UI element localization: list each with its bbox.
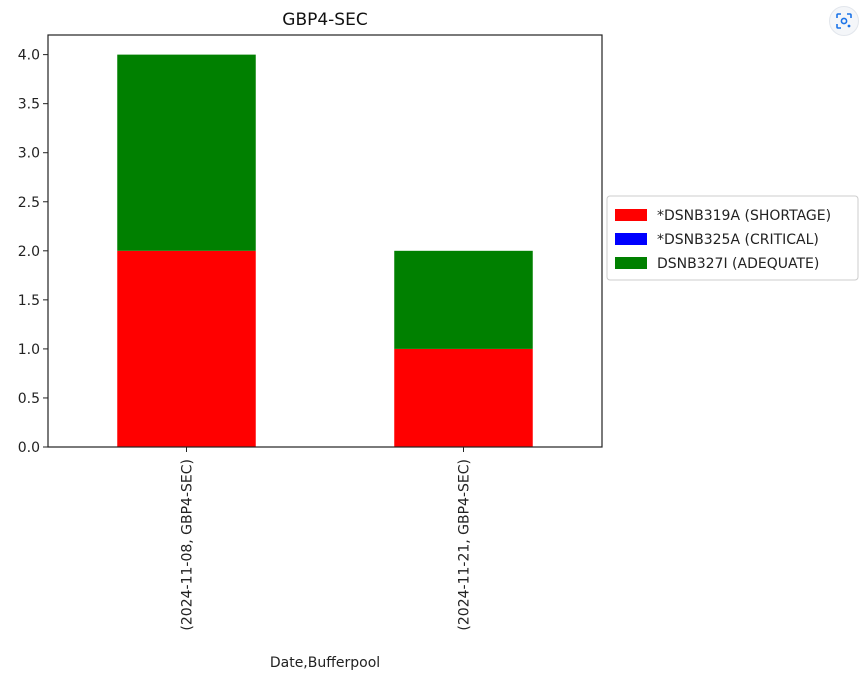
legend: *DSNB319A (SHORTAGE) *DSNB325A (CRITICAL)… (606, 195, 859, 281)
x-tick-label: (2024-11-21, GBP4-SEC) (457, 459, 473, 631)
y-tick-label: 1.0 (18, 342, 40, 358)
y-tick-label: 3.0 (18, 146, 40, 162)
legend-label: *DSNB325A (CRITICAL) (657, 232, 819, 248)
y-tick-label: 0.0 (18, 440, 40, 456)
bar-segment-2-1 (394, 348, 533, 447)
chart-title: GBP4-SEC (282, 10, 367, 30)
y-tick-label: 0.5 (18, 391, 40, 407)
y-tick-label: 2.5 (18, 195, 40, 211)
google-lens-icon (836, 13, 852, 29)
x-axis-title: Date,Bufferpool (270, 655, 380, 671)
legend-swatch (615, 257, 647, 269)
plot-frame (47, 34, 603, 448)
bar-segment-2-3 (394, 250, 533, 349)
y-tick-label: 1.5 (18, 293, 40, 309)
y-tick-label: 3.5 (18, 97, 40, 113)
lens-button[interactable] (829, 6, 859, 36)
legend-swatch (615, 209, 647, 221)
x-axis: (2024-11-08, GBP4-SEC) (2024-11-21, GBP4-… (180, 447, 473, 631)
legend-label: DSNB327I (ADEQUATE) (657, 256, 819, 272)
legend-label: *DSNB319A (SHORTAGE) (657, 208, 831, 224)
y-tick-label: 4.0 (18, 48, 40, 64)
bars-layer (117, 54, 533, 447)
legend-frame (606, 195, 859, 281)
bar-segment-1-1 (117, 250, 256, 447)
y-tick-label: 2.0 (18, 244, 40, 260)
y-axis: 0.0 0.5 1.0 1.5 2.0 2.5 3.0 3.5 4.0 (18, 48, 48, 456)
bar-segment-1-3 (117, 54, 256, 251)
legend-swatch (615, 233, 647, 245)
x-tick-label: (2024-11-08, GBP4-SEC) (180, 459, 196, 631)
